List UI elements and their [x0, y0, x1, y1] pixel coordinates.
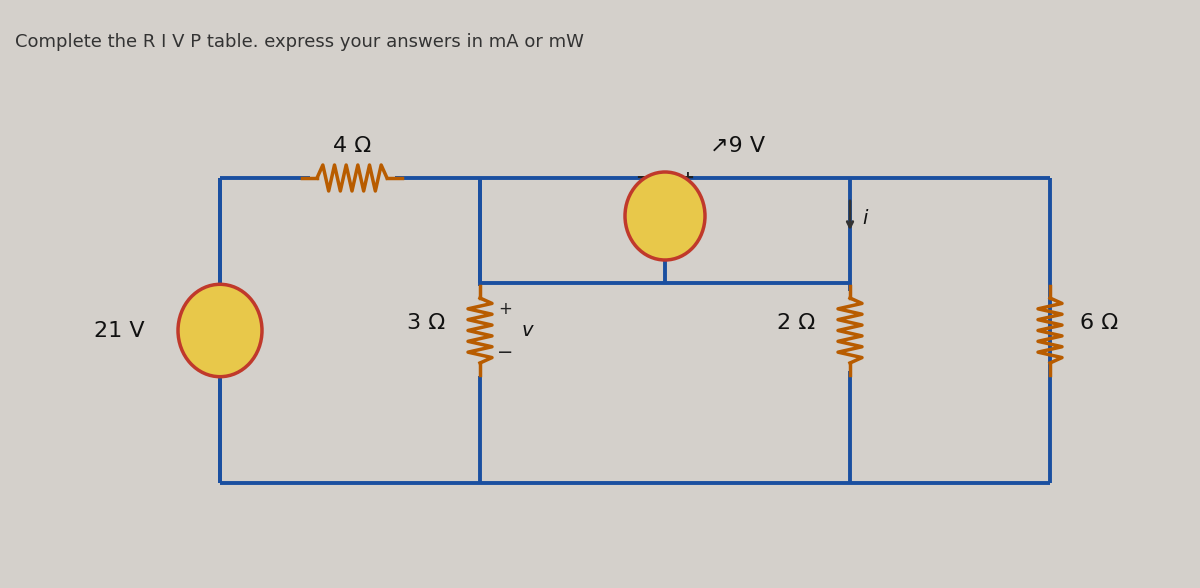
Text: −: −	[497, 343, 514, 362]
Text: 4 Ω: 4 Ω	[332, 136, 371, 156]
Text: +: +	[680, 169, 694, 187]
Text: 6 Ω: 6 Ω	[1080, 312, 1118, 332]
Ellipse shape	[625, 172, 706, 260]
Text: 3 Ω: 3 Ω	[407, 312, 445, 332]
Ellipse shape	[178, 285, 262, 377]
Text: v: v	[522, 321, 534, 340]
Text: i: i	[862, 209, 868, 228]
Text: −: −	[636, 169, 650, 187]
Text: ↗9 V: ↗9 V	[710, 136, 766, 156]
Text: 21 V: 21 V	[95, 320, 145, 340]
Text: 2 Ω: 2 Ω	[776, 312, 815, 332]
Text: +: +	[214, 303, 227, 322]
Text: −: −	[212, 339, 228, 358]
Text: Complete the R I V P table. express your answers in mA or mW: Complete the R I V P table. express your…	[14, 33, 584, 51]
Text: +: +	[498, 299, 512, 318]
